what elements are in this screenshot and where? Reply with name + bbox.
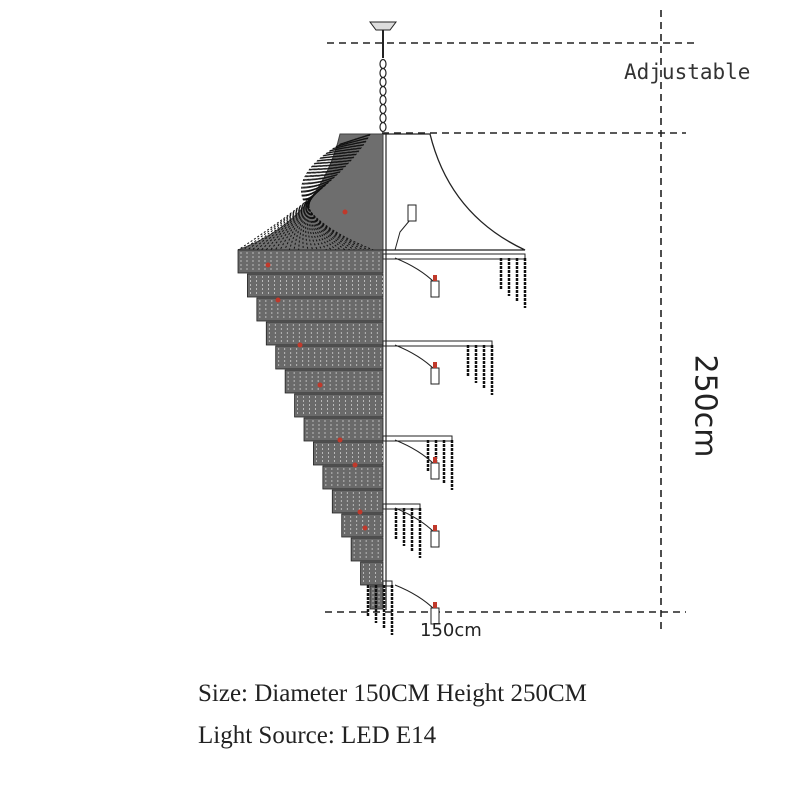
bulb-glint (275, 297, 281, 303)
crystal-strand (306, 141, 348, 251)
crystal-tier (350, 537, 384, 562)
shelf-ring (382, 253, 526, 260)
bulb-glint (297, 342, 303, 348)
crystal-strand (298, 137, 358, 251)
bulb-tip (433, 362, 437, 368)
crystal-strand (307, 140, 349, 251)
chain-link (379, 103, 387, 115)
chandelier (237, 21, 527, 635)
crystal-tier (313, 441, 384, 466)
crystal-strand (265, 135, 365, 251)
chain-link (379, 76, 387, 88)
crystal-strand (308, 139, 353, 251)
crystal-tier (303, 417, 384, 442)
bulb-glint (352, 462, 358, 468)
bulb-tip (433, 457, 437, 463)
crystal-strand (305, 141, 355, 251)
candle-bulb (430, 280, 440, 298)
chain-link (379, 94, 387, 106)
crystal-strand (307, 140, 350, 251)
candle-arm (394, 507, 436, 534)
crystal-tier (360, 561, 384, 586)
crystal-strand (274, 136, 363, 251)
bulb-glint (342, 209, 348, 215)
crystal-tier (265, 321, 384, 346)
candle-bulb (430, 530, 440, 548)
crystal-strand (279, 136, 362, 251)
chain-link (379, 121, 387, 133)
height-label: 250cm (687, 354, 723, 458)
crystal-tier (331, 489, 384, 514)
crystal-strand (308, 139, 352, 251)
crystal-strand (305, 138, 356, 251)
crystal-strand (304, 142, 360, 251)
shelf-ring (382, 340, 493, 347)
bulb-tip (433, 602, 437, 608)
bulb-glint (265, 262, 271, 268)
crystal-tier (275, 345, 384, 370)
chain-link (379, 112, 387, 124)
shelf-ring (382, 503, 421, 510)
size-spec: Size: Diameter 150CM Height 250CM (198, 680, 587, 707)
bulb-glint (317, 382, 323, 388)
bulb-glint (337, 437, 343, 443)
bulb-tip (433, 275, 437, 281)
crystal-strand (308, 140, 351, 251)
crystal-strand (284, 136, 361, 251)
crown-frame (383, 133, 526, 251)
ceiling-canopy (369, 21, 397, 31)
shelf-ring (382, 580, 393, 587)
candle-arm (394, 257, 436, 284)
width-label: 150cm (420, 620, 482, 641)
crystal-strand (270, 136, 364, 251)
light-source-spec: Light Source: LED E14 (198, 722, 437, 749)
chain-link (379, 85, 387, 97)
chain-link (379, 67, 387, 79)
candle-arm (394, 584, 436, 611)
crystal-tier (294, 393, 384, 418)
candle-arm (394, 219, 411, 251)
bulb-tip (433, 525, 437, 531)
crystal-tier (284, 369, 384, 394)
chain-link (379, 58, 387, 70)
crystal-strand (293, 137, 359, 251)
crystal-strand (302, 138, 357, 251)
crystal-strand (306, 141, 351, 251)
crystal-strand (306, 138, 355, 251)
crystal-strand (256, 135, 367, 251)
crystal-strand (260, 135, 366, 251)
crystal-strand (302, 142, 369, 251)
adjustable-label: Adjustable (624, 60, 751, 84)
crystal-tier (237, 249, 384, 274)
candle-bulb (430, 367, 440, 385)
bulb-glint (357, 509, 363, 515)
crystal-strand (307, 139, 354, 251)
shelf-ring (382, 435, 453, 442)
candle-bulb (407, 204, 417, 222)
candle-arm (394, 344, 436, 371)
bulb-glint (362, 525, 368, 531)
crystal-strand (288, 137, 360, 251)
candle-bulb (430, 462, 440, 480)
crystal-tier (247, 273, 384, 298)
